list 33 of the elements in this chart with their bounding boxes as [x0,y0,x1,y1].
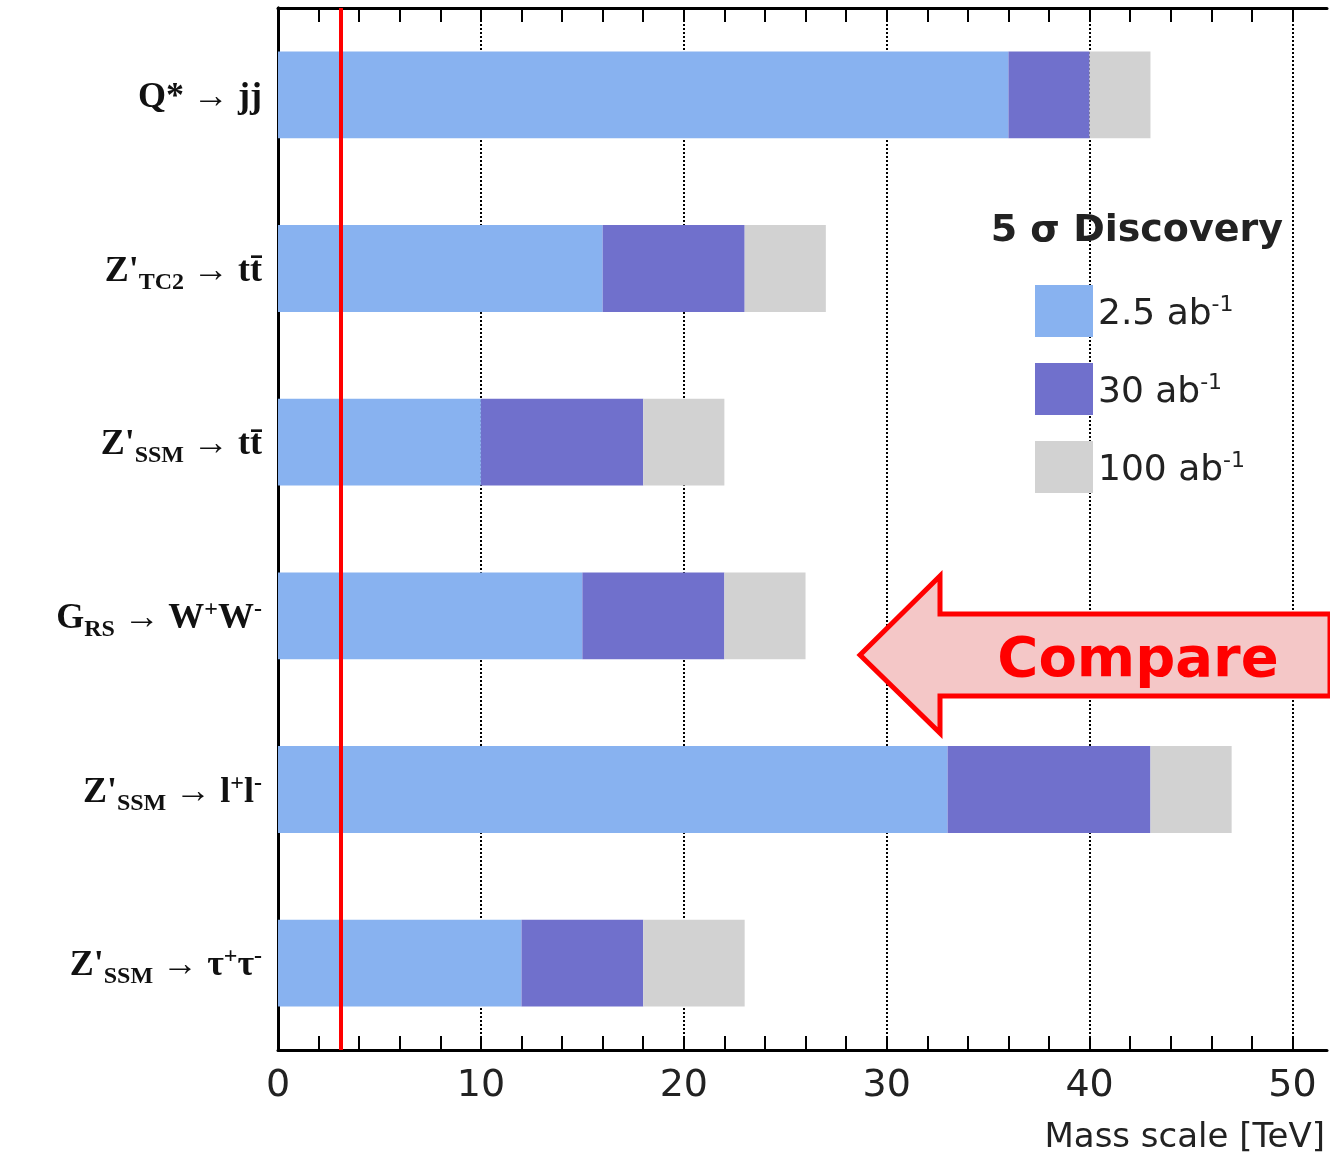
x-tick-label: 30 [862,1061,911,1105]
bar [744,225,826,312]
bar [278,398,481,486]
legend-title: 5 σ Discovery [990,206,1284,250]
bar [278,225,603,312]
y-tick-label: Z'$_{TC2}$ → tt̄ [104,248,263,294]
y-tick-label: Q* → jj [138,74,262,115]
bar [278,919,522,1007]
x-tick-label: 50 [1268,1061,1317,1105]
x-tick-label: 20 [659,1061,708,1105]
bar [724,572,806,660]
bar [582,572,725,660]
bar [278,746,948,833]
bar [278,51,1009,139]
bar [1150,746,1232,833]
bar [643,919,745,1007]
x-tick-label: 10 [456,1061,506,1105]
annotation: Compare [997,624,1279,689]
bar [278,572,583,660]
y-tick-label: Z'$_{SSM}$ → τ$^{+}$τ$^{-}$ [69,942,262,989]
bar [643,398,725,486]
x-tick-label: 40 [1065,1061,1114,1105]
bar [480,398,644,486]
y-tick-label: G$_{RS}$ → W$^{+}$W$^{-}$ [56,594,262,641]
bar [1008,51,1090,139]
bar [602,225,745,312]
y-tick-label: Z'$_{SSM}$ → l$^{+}$l$^{-}$ [82,768,262,815]
y-tick-label: Z'$_{SSM}$ → tt̄ [100,422,263,468]
bar [521,919,644,1007]
x-tick-label: 0 [265,1061,291,1105]
x-axis-title: Mass scale [TeV] [1044,1115,1325,1155]
bar [1089,51,1151,139]
bar [947,746,1151,833]
